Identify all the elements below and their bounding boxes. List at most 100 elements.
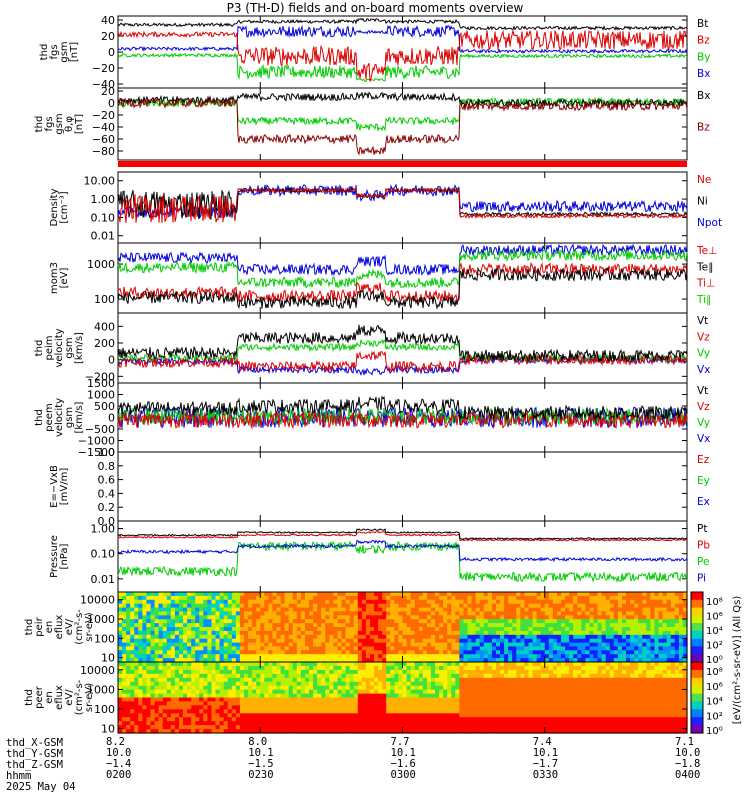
spectrogram-cell — [402, 681, 408, 687]
spectrogram-cell — [235, 729, 241, 734]
spectrogram-cell — [272, 725, 278, 730]
spectrogram-cell — [402, 709, 408, 714]
spectrogram-cell — [487, 623, 493, 628]
legend-entry: Bz — [697, 35, 710, 47]
spectrogram-cell — [288, 592, 294, 597]
spectrogram-cell — [443, 729, 448, 734]
spectrogram-cell — [146, 721, 152, 726]
spectrogram-cell — [126, 599, 131, 605]
spectrogram-cell — [556, 685, 562, 691]
spectrogram-cell — [414, 701, 420, 706]
spectrogram-cell — [654, 650, 660, 655]
spectrogram-cell — [134, 721, 139, 726]
spectrogram-cell — [613, 642, 619, 648]
spectrogram-cell — [227, 725, 233, 730]
spectrogram-cell — [479, 592, 485, 597]
spectrogram-cell — [638, 634, 643, 640]
spectrogram-cell — [248, 611, 253, 616]
spectrogram-cell — [219, 595, 225, 601]
spectrogram-cell — [500, 685, 505, 691]
spectrogram-cell — [516, 603, 521, 609]
spectrogram-cell — [264, 619, 269, 624]
spectrogram-cell — [463, 673, 469, 679]
spectrogram-cell — [581, 603, 586, 609]
spectrogram-cell — [536, 642, 542, 648]
spectrogram-cell — [552, 646, 558, 651]
spectrogram-cell — [552, 599, 558, 605]
spectrogram-cell — [508, 615, 513, 620]
spectrogram-cell — [313, 673, 318, 679]
spectrogram-cell — [483, 705, 489, 710]
legend-entry: Pe — [697, 556, 709, 568]
spectrogram-cell — [634, 615, 639, 620]
spectrogram-cell — [252, 677, 257, 683]
spectrogram-cell — [146, 607, 152, 613]
spectrogram-cell — [520, 658, 526, 663]
spectrogram-cell — [536, 658, 542, 663]
series-Vy — [117, 339, 688, 363]
spectrogram-cell — [292, 658, 298, 663]
spectrogram-cell — [658, 658, 664, 663]
spectrogram-cell — [260, 669, 265, 675]
spectrogram-cell — [398, 721, 404, 726]
spectrogram-cell — [150, 725, 156, 730]
spectrogram-cell — [520, 709, 526, 714]
spectrogram-cell — [248, 673, 253, 679]
spectrogram-cell — [142, 693, 148, 699]
spectrogram-cell — [207, 685, 213, 691]
spectrogram-cell — [174, 642, 180, 648]
spectrogram-cell — [565, 630, 570, 636]
spectrogram-cell — [410, 673, 416, 679]
spectrogram-cell — [288, 607, 294, 613]
spectrogram-cell — [134, 701, 139, 706]
spectrogram-cell — [435, 592, 440, 597]
spectrogram-cell — [634, 595, 639, 601]
spectrogram-cell — [244, 665, 249, 671]
spectrogram-cell — [292, 662, 298, 667]
spectrogram-cell — [540, 725, 546, 730]
spectrogram-cell — [252, 697, 257, 702]
spectrogram-cell — [447, 721, 452, 726]
spectrogram-cell — [288, 611, 294, 616]
spectrogram-cell — [593, 697, 599, 702]
spectrogram-cell — [317, 615, 322, 620]
spectrogram-cell — [463, 677, 469, 683]
spectrogram-cell — [496, 665, 501, 671]
spectrogram-cell — [300, 650, 306, 655]
spectrogram-cell — [272, 713, 278, 718]
spectrogram-cell — [504, 677, 509, 683]
spectrogram-cell — [374, 623, 379, 628]
spectrogram-cell — [410, 654, 416, 659]
spectrogram-cell — [402, 627, 408, 632]
spectrogram-cell — [418, 697, 424, 702]
spectrogram-cell — [195, 599, 200, 605]
spectrogram-cell — [386, 658, 391, 663]
spectrogram-cell — [292, 709, 298, 714]
spectrogram-cell — [353, 729, 359, 734]
spectrogram-cell — [455, 689, 460, 695]
spectrogram-cell — [500, 592, 505, 597]
spectrogram-cell — [130, 662, 135, 667]
spectrogram-cell — [487, 650, 493, 655]
spectrogram-cell — [268, 673, 274, 679]
spectrogram-cell — [573, 709, 578, 714]
spectrogram-cell — [601, 677, 607, 683]
spectrogram-cell — [487, 630, 493, 636]
spectrogram-cell — [191, 701, 196, 706]
spectrogram-cell — [491, 721, 497, 726]
spectrogram-cell — [556, 725, 562, 730]
spectrogram-cell — [422, 595, 428, 601]
spectrogram-cell — [317, 627, 322, 632]
spectrogram-cell — [235, 665, 241, 671]
spectrogram-cell — [211, 611, 217, 616]
spectrogram-cell — [483, 599, 489, 605]
spectrogram-cell — [520, 627, 526, 632]
spectrogram-cell — [345, 709, 351, 714]
spectrogram-cell — [414, 709, 420, 714]
spectrogram-cell — [402, 623, 408, 628]
spectrogram-cell — [390, 650, 395, 655]
spectrogram-cell — [479, 709, 485, 714]
spectrogram-cell — [569, 650, 574, 655]
spectrogram-cell — [443, 681, 448, 687]
spectrogram-cell — [256, 701, 261, 706]
